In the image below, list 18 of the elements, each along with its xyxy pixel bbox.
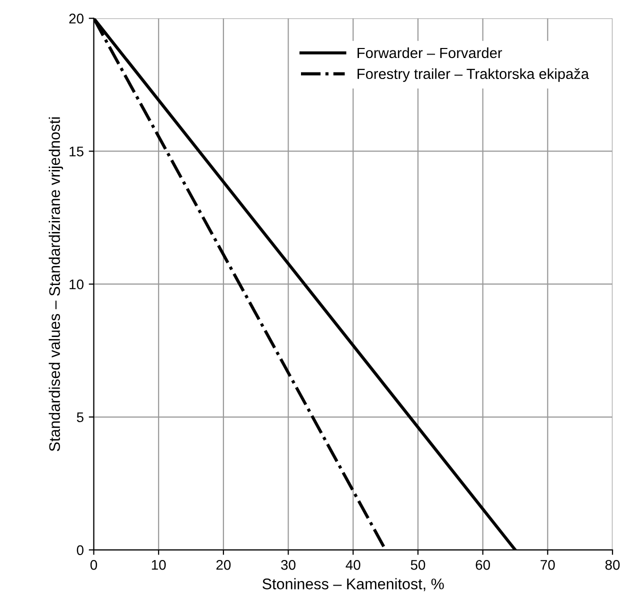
y-tick-label: 20 [69, 14, 84, 24]
y-tick-label: 5 [76, 412, 84, 422]
y-tick-label: 0 [76, 545, 84, 556]
x-tick-label: 40 [346, 560, 360, 570]
x-tick-label: 70 [540, 560, 555, 570]
x-tick-label: 60 [476, 560, 490, 570]
x-tick-label: 80 [605, 560, 620, 570]
x-tick-label: 30 [281, 560, 296, 570]
x-axis-title: Stoniness – Kamenitost, % [262, 578, 444, 592]
y-axis-title: Standardised values – Standardizirane vrijednosti [48, 117, 64, 452]
x-tick-label: 0 [90, 560, 98, 570]
x-tick-label: 10 [152, 560, 166, 570]
x-tick-label: 20 [216, 560, 231, 570]
legend-label: Forwarder – Forvarder [358, 47, 502, 58]
legend-label: Forestry trailer – Traktorska ekipaža [358, 68, 590, 82]
x-tick-label: 50 [410, 560, 426, 570]
y-tick-label: 15 [70, 146, 84, 156]
y-tick-label: 10 [70, 279, 84, 290]
